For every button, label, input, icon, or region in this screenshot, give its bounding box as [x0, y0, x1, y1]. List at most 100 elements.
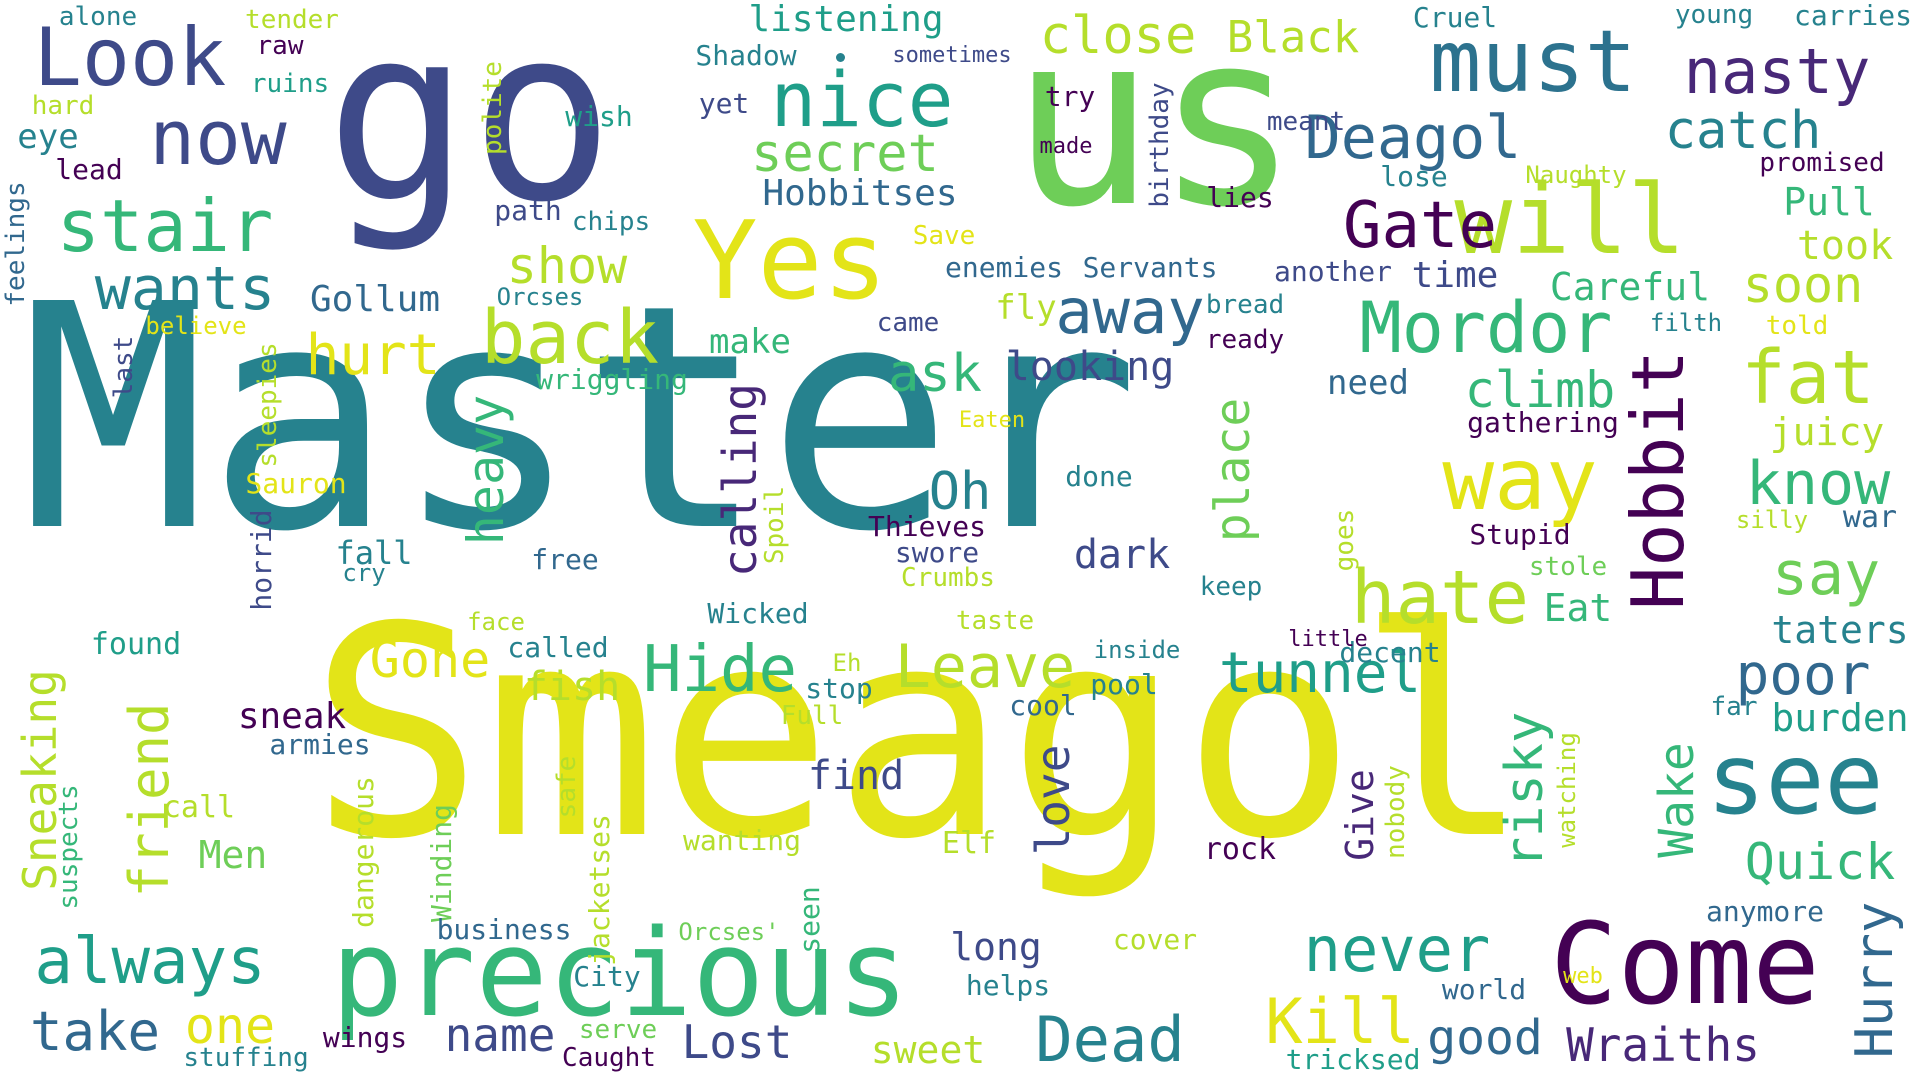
word: fat — [1741, 335, 1875, 421]
word: Elf — [941, 826, 997, 861]
word: Pull — [1783, 180, 1875, 224]
word: Men — [198, 833, 268, 877]
word: wish — [565, 100, 633, 133]
word: time — [1411, 255, 1499, 296]
word: back — [480, 295, 660, 381]
word: horrid — [245, 509, 278, 611]
word: listening — [748, 0, 944, 40]
word: watching — [1553, 732, 1581, 848]
word: Mordor — [1359, 287, 1613, 369]
word: go — [325, 0, 615, 255]
word: stuffing — [183, 1043, 309, 1073]
word: fall — [335, 534, 413, 572]
word: path — [494, 194, 562, 227]
word: need — [1327, 363, 1409, 403]
word: City — [573, 960, 641, 993]
word: Wraiths — [1566, 1018, 1760, 1072]
word: away — [1055, 275, 1205, 348]
word: meant — [1266, 107, 1346, 137]
word: Thieves — [867, 510, 987, 543]
word: sneak — [237, 696, 347, 737]
word: goes — [1330, 508, 1360, 572]
word: face — [467, 608, 525, 636]
word: rock — [1203, 832, 1277, 867]
word: Crumbs — [901, 563, 995, 593]
word: birthday — [1145, 82, 1175, 208]
word: lead — [55, 153, 123, 186]
word: say — [1771, 539, 1881, 609]
word: anymore — [1705, 895, 1825, 928]
word: risky — [1495, 711, 1555, 869]
word: precious — [331, 905, 909, 1044]
word: war — [1842, 500, 1898, 535]
word: Shadow — [695, 39, 797, 72]
word: long — [950, 925, 1042, 969]
word: tricksed — [1285, 1043, 1421, 1076]
word: Full — [780, 701, 844, 731]
word: another — [1273, 255, 1393, 288]
word: business — [436, 913, 572, 946]
word: find — [807, 753, 905, 799]
word: Orcses — [496, 283, 584, 311]
word: Careful — [1549, 265, 1711, 309]
word: Give — [1338, 769, 1382, 861]
word: Black — [1226, 12, 1360, 63]
word: carries — [1793, 0, 1913, 32]
dot-mark — [836, 53, 845, 62]
word: silly — [1735, 506, 1809, 534]
word: bread — [1205, 290, 1285, 320]
word: decent — [1339, 636, 1441, 669]
word: good — [1427, 1010, 1543, 1066]
word: Save — [912, 221, 976, 251]
word: make — [709, 322, 791, 362]
word: us — [1010, 0, 1300, 260]
word: Look — [33, 11, 227, 104]
word: ready — [1205, 325, 1285, 355]
word: done — [1065, 460, 1133, 493]
word: Quick — [1744, 833, 1896, 891]
word: hurt — [305, 323, 441, 388]
word: serve — [578, 1015, 658, 1045]
word: Servants — [1082, 251, 1218, 284]
word: suspects — [54, 784, 84, 910]
word: told — [1765, 311, 1829, 341]
word: called — [507, 631, 609, 664]
word: cool — [1009, 689, 1077, 722]
word: jacketses — [583, 814, 616, 966]
word: world — [1441, 973, 1527, 1006]
word: raw — [256, 31, 304, 61]
word: burden — [1771, 696, 1909, 740]
word: stole — [1528, 552, 1608, 582]
word: Eaten — [958, 408, 1026, 433]
word: Eat — [1543, 586, 1613, 630]
word: close — [1039, 6, 1197, 66]
word: dangerous — [347, 776, 380, 928]
word: sometimes — [892, 43, 1012, 68]
word: catch — [1664, 101, 1822, 161]
word: Lost — [681, 1015, 793, 1069]
word: poor — [1735, 643, 1871, 708]
word: lies — [1206, 181, 1274, 214]
word: Hobbitses — [762, 173, 958, 214]
word: Hobbit — [1616, 349, 1700, 611]
word: sleepies — [253, 342, 283, 468]
word: stop — [805, 672, 873, 705]
word: take — [29, 1000, 161, 1063]
word: dark — [1073, 532, 1171, 578]
word: gathering — [1467, 406, 1619, 439]
word: secret — [751, 124, 939, 184]
word: came — [876, 308, 940, 338]
word: Dead — [1035, 1003, 1185, 1076]
word: promised — [1759, 148, 1885, 178]
word: hate — [1350, 555, 1530, 641]
word: calling — [713, 383, 767, 577]
word: Smeagol — [308, 566, 1532, 903]
word: tunnel — [1218, 641, 1422, 706]
word: pool — [1090, 668, 1158, 701]
word: must — [1429, 12, 1637, 112]
word: swore — [894, 536, 980, 569]
word: hard — [31, 91, 95, 121]
word: web — [1563, 964, 1603, 989]
word: Stupid — [1469, 518, 1571, 551]
word: little — [1288, 627, 1368, 652]
